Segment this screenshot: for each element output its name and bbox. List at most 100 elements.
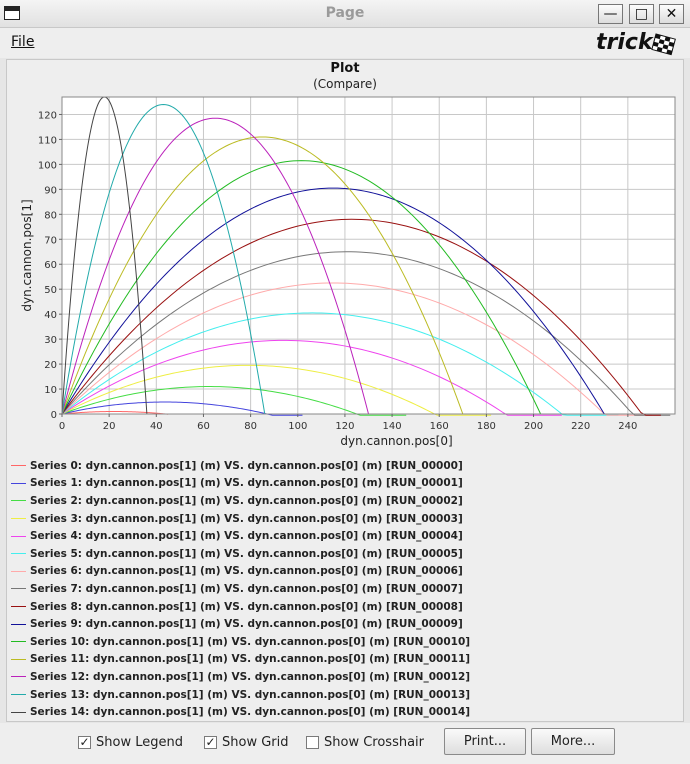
- legend-swatch: [11, 518, 26, 520]
- legend-swatch: [11, 588, 26, 590]
- legend-label: Series 5: dyn.cannon.pos[1] (m) VS. dyn.…: [30, 547, 463, 560]
- series-line-8: [61, 218, 661, 416]
- menu-file-label: File: [11, 34, 35, 50]
- plot-frame: [61, 96, 676, 415]
- series-line-7: [61, 251, 671, 416]
- series-line-3: [61, 364, 492, 416]
- y-axis-label: dyn.cannon.pos[1]: [20, 199, 34, 311]
- show-grid-checkbox-box[interactable]: ✓: [204, 735, 217, 749]
- legend-item: Series 6: dyn.cannon.pos[1] (m) VS. dyn.…: [11, 563, 671, 581]
- y-tick-label: 100: [38, 160, 57, 171]
- legend-item: Series 2: dyn.cannon.pos[1] (m) VS. dyn.…: [11, 492, 671, 510]
- x-tick-label: 40: [150, 421, 163, 432]
- print-button[interactable]: Print...: [444, 728, 526, 755]
- legend-item: Series 8: dyn.cannon.pos[1] (m) VS. dyn.…: [11, 598, 671, 616]
- legend-item: Series 12: dyn.cannon.pos[1] (m) VS. dyn…: [11, 668, 671, 686]
- show-grid-checkbox[interactable]: ✓ Show Grid: [204, 735, 289, 750]
- series-line-9: [61, 187, 605, 415]
- trick-logo: trick: [596, 30, 676, 56]
- legend-item: Series 0: dyn.cannon.pos[1] (m) VS. dyn.…: [11, 457, 671, 475]
- legend-swatch: [11, 570, 26, 572]
- menu-bar: File: [0, 28, 690, 58]
- show-grid-label: Show Grid: [222, 735, 289, 750]
- menu-file[interactable]: File: [11, 34, 34, 50]
- legend-item: Series 4: dyn.cannon.pos[1] (m) VS. dyn.…: [11, 527, 671, 545]
- show-crosshair-checkbox-box[interactable]: [306, 736, 319, 749]
- legend-label: Series 11: dyn.cannon.pos[1] (m) VS. dyn…: [30, 653, 471, 666]
- maximize-button[interactable]: □: [629, 4, 654, 24]
- legend-label: Series 1: dyn.cannon.pos[1] (m) VS. dyn.…: [30, 477, 463, 490]
- window-title: Page: [325, 5, 365, 21]
- legend-swatch: [11, 553, 26, 555]
- legend-item: Series 11: dyn.cannon.pos[1] (m) VS. dyn…: [11, 651, 671, 669]
- bottom-toolbar: ✓ Show Legend ✓ Show Grid Show Crosshair…: [0, 723, 690, 764]
- y-tick-label: 120: [38, 110, 57, 121]
- x-tick-label: 0: [59, 421, 65, 432]
- y-tick-label: 60: [44, 260, 57, 271]
- plot-chart[interactable]: 0 20 40 60 80 100 120 140 160 180 200 220 240 0 10 20 30…: [0, 0, 690, 460]
- show-legend-checkbox-box[interactable]: ✓: [78, 735, 91, 749]
- x-tick-label: 140: [383, 421, 402, 432]
- legend-item: Series 10: dyn.cannon.pos[1] (m) VS. dyn…: [11, 633, 671, 651]
- y-tick-label: 80: [44, 210, 57, 221]
- series-line-6: [61, 282, 652, 416]
- legend-item: Series 9: dyn.cannon.pos[1] (m) VS. dyn.…: [11, 615, 671, 633]
- legend-label: Series 13: dyn.cannon.pos[1] (m) VS. dyn…: [30, 688, 471, 701]
- window-menu-icon[interactable]: [4, 6, 20, 20]
- x-tick-label: 20: [103, 421, 116, 432]
- legend-item: Series 5: dyn.cannon.pos[1] (m) VS. dyn.…: [11, 545, 671, 563]
- legend-label: Series 3: dyn.cannon.pos[1] (m) VS. dyn.…: [30, 512, 463, 525]
- legend-label: Series 4: dyn.cannon.pos[1] (m) VS. dyn.…: [30, 530, 463, 543]
- close-button[interactable]: ✕: [659, 4, 684, 24]
- series-line-10: [61, 160, 542, 415]
- legend-label: Series 6: dyn.cannon.pos[1] (m) VS. dyn.…: [30, 565, 463, 578]
- title-bar[interactable]: Page — □ ✕: [0, 0, 690, 28]
- x-tick-label: 60: [197, 421, 210, 432]
- trick-logo-text: trick: [596, 30, 654, 55]
- legend-swatch: [11, 482, 26, 484]
- series-line-13: [61, 103, 266, 415]
- plot-title: Plot: [330, 61, 360, 76]
- legend-swatch: [11, 676, 26, 678]
- legend-swatch: [11, 623, 26, 625]
- legend-swatch: [11, 711, 26, 713]
- x-axis-label: dyn.cannon.pos[0]: [340, 434, 452, 448]
- series-line-12: [61, 117, 369, 415]
- series-line-0: [61, 411, 169, 415]
- x-tick-label: 200: [524, 421, 543, 432]
- plot-area: [62, 97, 675, 414]
- show-crosshair-label: Show Crosshair: [324, 735, 425, 750]
- x-tick-label: 120: [335, 421, 354, 432]
- minimize-button[interactable]: —: [598, 4, 623, 24]
- legend-label: Series 10: dyn.cannon.pos[1] (m) VS. dyn…: [30, 635, 471, 648]
- y-tick-label: 110: [38, 135, 57, 146]
- legend-item: Series 1: dyn.cannon.pos[1] (m) VS. dyn.…: [11, 475, 671, 493]
- y-tick-label: 0: [51, 410, 57, 421]
- legend-label: Series 8: dyn.cannon.pos[1] (m) VS. dyn.…: [30, 600, 463, 613]
- x-tick-label: 220: [571, 421, 590, 432]
- y-tick-label: 10: [44, 385, 57, 396]
- legend-swatch: [11, 465, 26, 467]
- x-tick-label: 160: [430, 421, 449, 432]
- legend-item: Series 7: dyn.cannon.pos[1] (m) VS. dyn.…: [11, 580, 671, 598]
- legend-swatch: [11, 694, 26, 696]
- legend-item: Series 13: dyn.cannon.pos[1] (m) VS. dyn…: [11, 686, 671, 704]
- y-tick-label: 30: [44, 335, 57, 346]
- legend-item: Series 3: dyn.cannon.pos[1] (m) VS. dyn.…: [11, 510, 671, 528]
- more-button[interactable]: More...: [531, 728, 615, 755]
- x-tick-label: 180: [477, 421, 496, 432]
- y-tick-label: 70: [44, 235, 57, 246]
- legend-swatch: [11, 535, 26, 537]
- legend-label: Series 2: dyn.cannon.pos[1] (m) VS. dyn.…: [30, 494, 463, 507]
- show-legend-checkbox[interactable]: ✓ Show Legend: [78, 735, 183, 750]
- legend-label: Series 14: dyn.cannon.pos[1] (m) VS. dyn…: [30, 706, 471, 719]
- show-legend-label: Show Legend: [96, 735, 183, 750]
- legend: Series 0: dyn.cannon.pos[1] (m) VS. dyn.…: [11, 457, 671, 721]
- y-tick-label: 40: [44, 310, 57, 321]
- legend-label: Series 9: dyn.cannon.pos[1] (m) VS. dyn.…: [30, 618, 463, 631]
- x-tick-label: 240: [618, 421, 637, 432]
- show-crosshair-checkbox[interactable]: Show Crosshair: [306, 735, 424, 750]
- legend-label: Series 12: dyn.cannon.pos[1] (m) VS. dyn…: [30, 670, 471, 683]
- plot-subtitle: (Compare): [313, 77, 377, 91]
- legend-label: Series 0: dyn.cannon.pos[1] (m) VS. dyn.…: [30, 459, 463, 472]
